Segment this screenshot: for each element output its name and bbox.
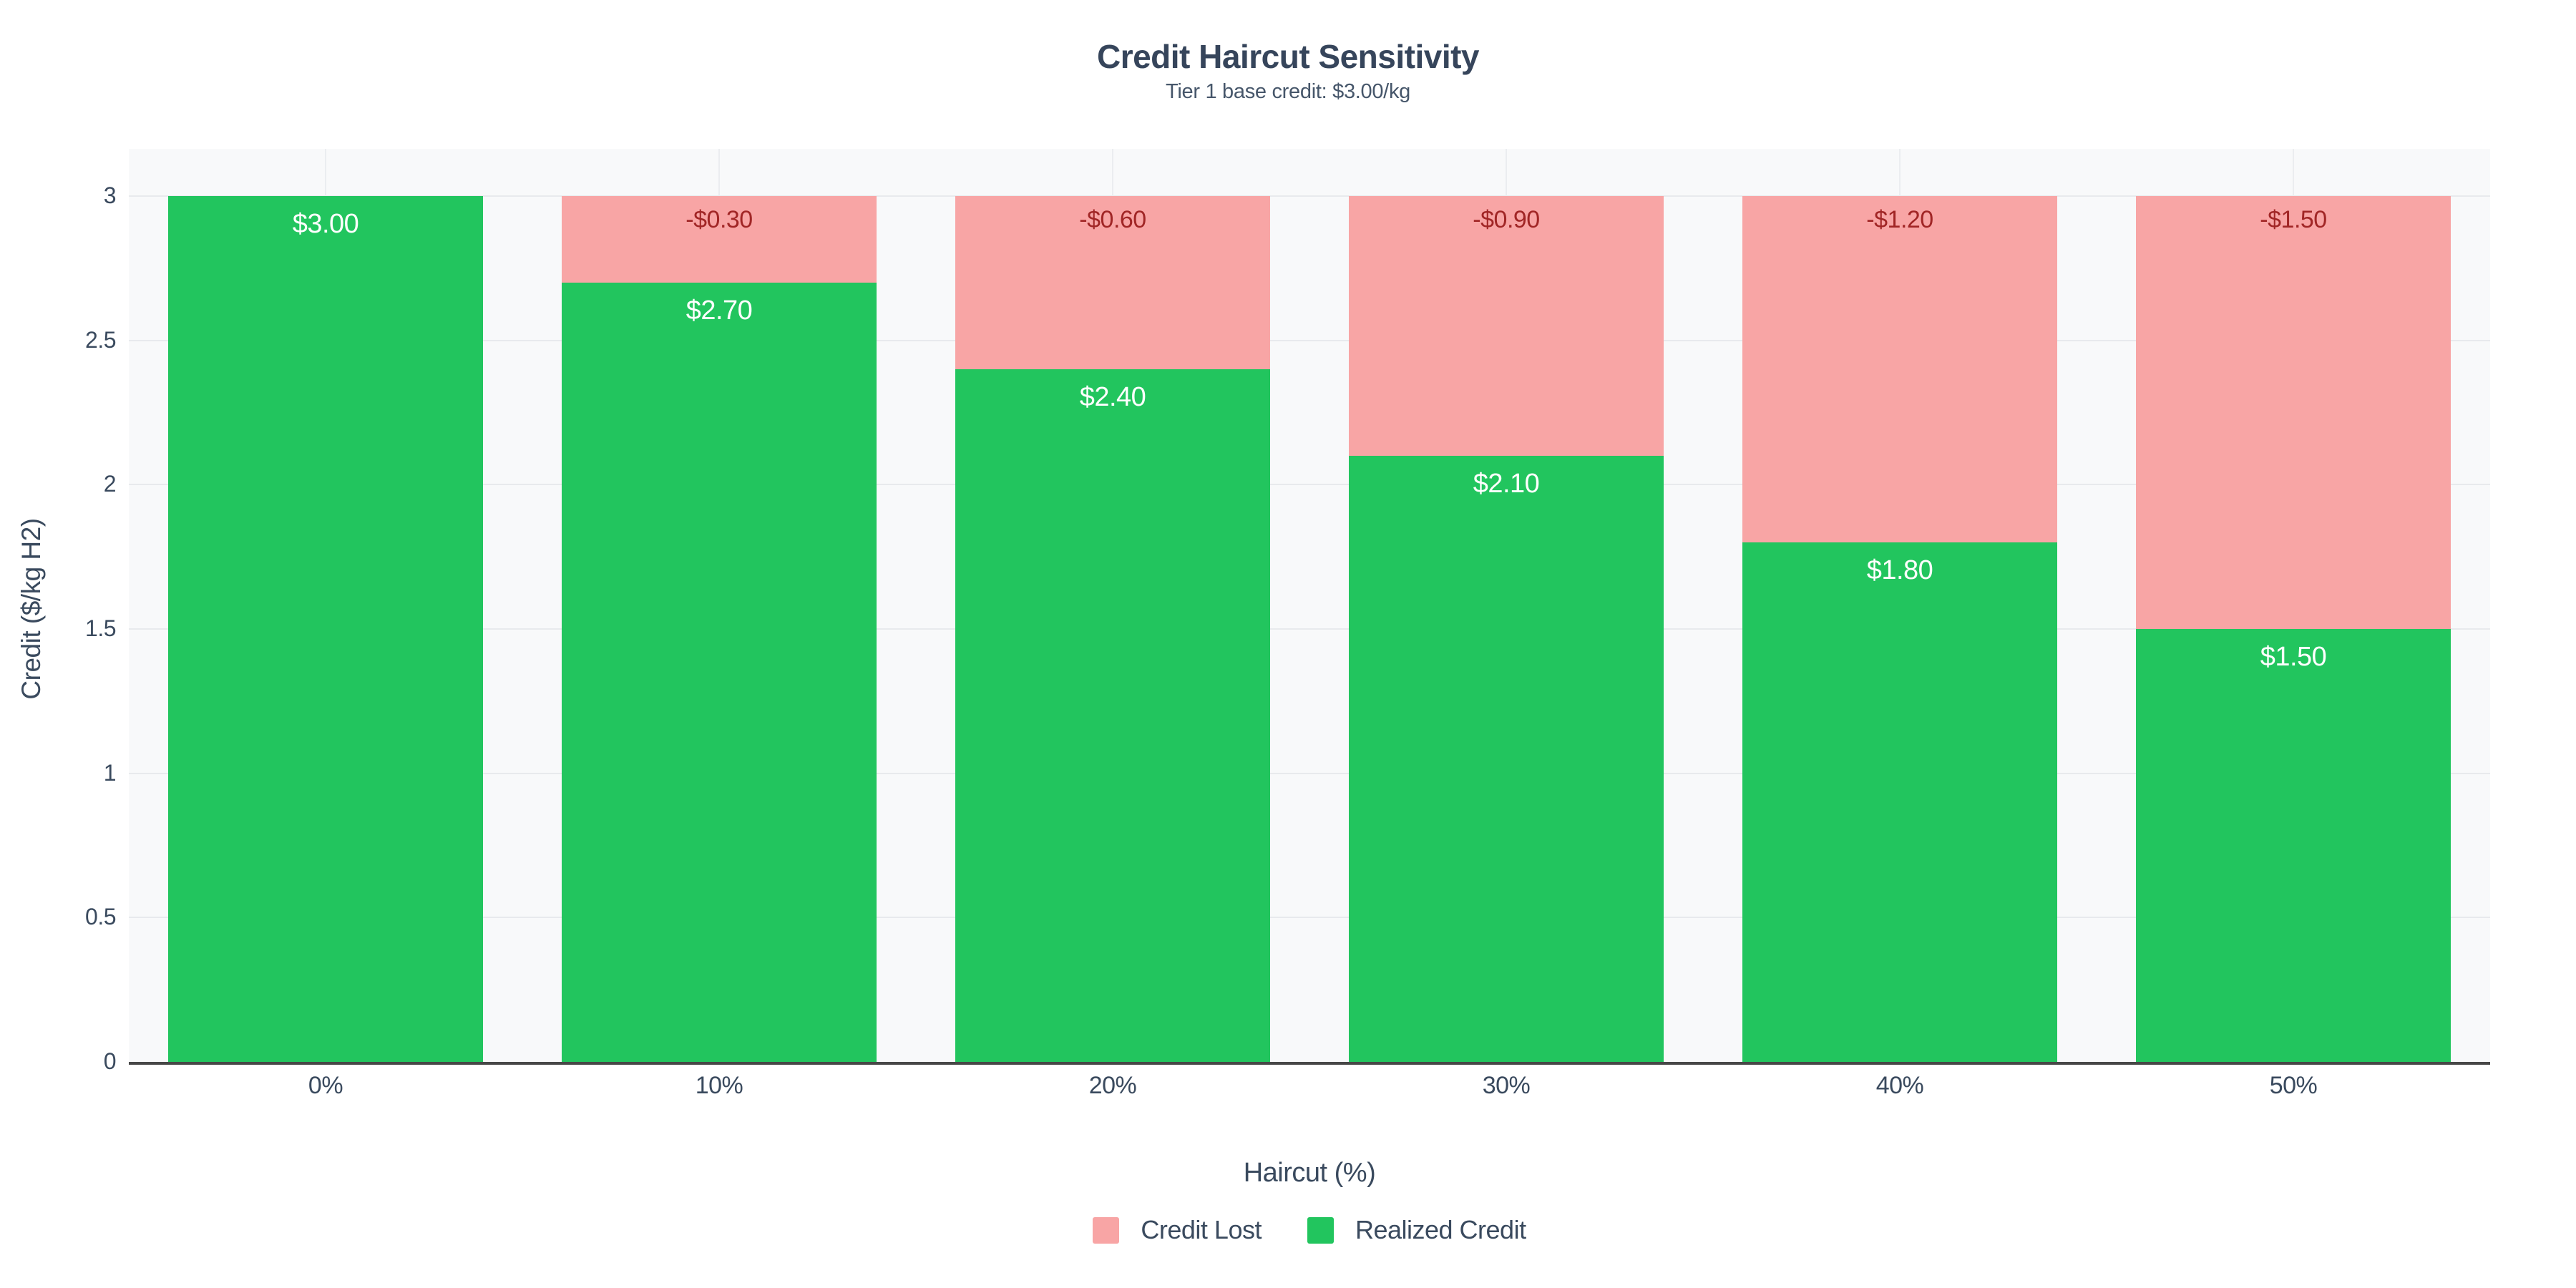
x-tick-label-0%: 0% — [308, 1072, 343, 1099]
bar-40%-lost-value-label: -$1.20 — [1866, 206, 1933, 233]
x-tick-label-30%: 30% — [1482, 1072, 1531, 1099]
bar-50%-lost-value-label: -$1.50 — [2260, 206, 2327, 233]
bar-20%-realized-segment[interactable]: $2.40 — [955, 369, 1270, 1062]
bar-30%-realized-value-label: $2.10 — [1473, 469, 1540, 499]
legend-item-credit-lost[interactable]: Credit Lost — [1093, 1215, 1262, 1245]
h-gridline-1.5 — [129, 628, 2490, 630]
y-tick-label-0: 0 — [103, 1048, 117, 1074]
bar-50%-realized-segment[interactable]: $1.50 — [2136, 629, 2451, 1062]
bar-10%-realized-value-label: $2.70 — [686, 296, 753, 326]
h-gridline-1 — [129, 772, 2490, 774]
bar-10%-lost-segment[interactable]: -$0.30 — [562, 196, 877, 283]
h-gridline-2 — [129, 484, 2490, 486]
bar-10%-lost-value-label: -$0.30 — [686, 206, 753, 233]
x-tick-label-20%: 20% — [1088, 1072, 1137, 1099]
y-tick-label-2: 2 — [103, 471, 117, 497]
h-gridline-3 — [129, 195, 2490, 197]
bar-10%-realized-segment[interactable]: $2.70 — [562, 283, 877, 1062]
legend: Credit Lost Realized Credit — [129, 1215, 2490, 1245]
bar-40%-realized-segment[interactable]: $1.80 — [1742, 542, 2057, 1062]
x-tick-label-50%: 50% — [2269, 1072, 2318, 1099]
bar-30%-lost-segment[interactable]: -$0.90 — [1349, 196, 1664, 456]
bar-0%-realized-segment[interactable]: $3.00 — [168, 196, 483, 1062]
legend-item-realized-credit[interactable]: Realized Credit — [1307, 1215, 1526, 1245]
legend-swatch-realized-credit — [1307, 1216, 1334, 1244]
legend-label: Credit Lost — [1141, 1215, 1262, 1244]
h-gridline-2.5 — [129, 339, 2490, 341]
plot-area: $3.00 $2.70 -$0.30 $2.40 -$0.60 $2.10 -$0.90 $1… — [129, 149, 2490, 1065]
y-tick-label-1.5: 1.5 — [85, 615, 116, 641]
bar-20%-realized-value-label: $2.40 — [1079, 382, 1146, 412]
y-tick-label-2.5: 2.5 — [85, 326, 116, 353]
legend-label: Realized Credit — [1355, 1215, 1526, 1244]
bar-50%-lost-segment[interactable]: -$1.50 — [2136, 196, 2451, 629]
y-tick-label-1: 1 — [103, 759, 117, 786]
x-tick-label-40%: 40% — [1875, 1072, 1924, 1099]
legend-swatch-credit-lost — [1093, 1216, 1120, 1244]
bar-30%-lost-value-label: -$0.90 — [1473, 206, 1540, 233]
bar-20%-lost-segment[interactable]: -$0.60 — [955, 196, 1270, 369]
x-axis-title: Haircut (%) — [1243, 1158, 1376, 1188]
bar-30%-realized-segment[interactable]: $2.10 — [1349, 456, 1664, 1062]
x-tick-label-10%: 10% — [695, 1072, 743, 1099]
bar-0%-realized-value-label: $3.00 — [292, 209, 359, 239]
bar-50%-realized-value-label: $1.50 — [2260, 642, 2327, 672]
chart-title: Credit Haircut Sensitivity — [1096, 38, 1480, 75]
y-tick-label-0.5: 0.5 — [85, 904, 116, 930]
bar-40%-lost-segment[interactable]: -$1.20 — [1742, 196, 2057, 542]
chart-subtitle: Tier 1 base credit: $3.00/kg — [1166, 80, 1410, 103]
bar-40%-realized-value-label: $1.80 — [1866, 555, 1933, 585]
y-tick-label-3: 3 — [103, 182, 117, 208]
bar-20%-lost-value-label: -$0.60 — [1079, 206, 1146, 233]
h-gridline-0.5 — [129, 917, 2490, 919]
